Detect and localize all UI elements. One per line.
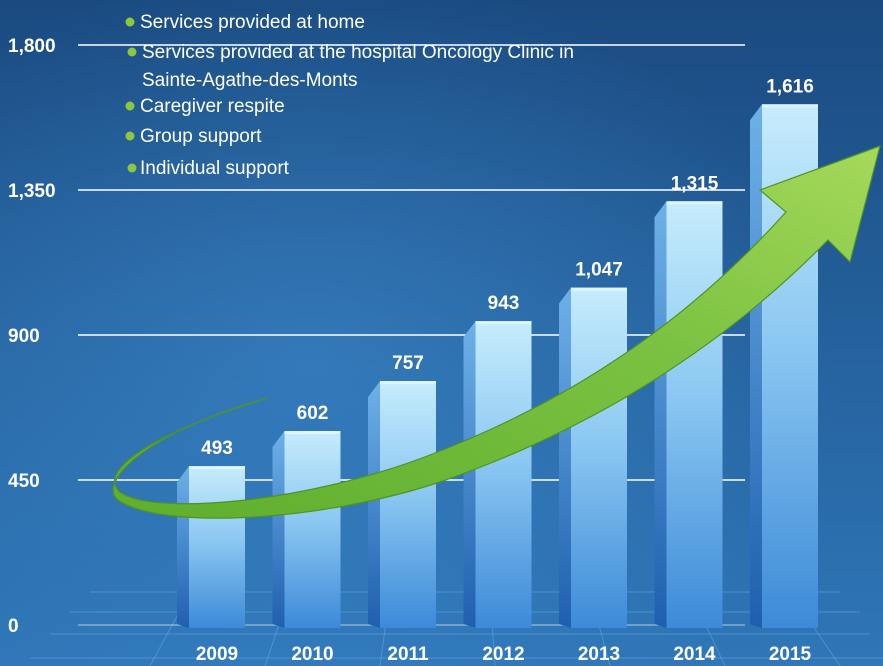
bar-top [762,104,818,108]
x-tick-label: 2011 [387,644,429,665]
legend: Services provided at home Services provi… [125,12,574,179]
legend-bullet [125,131,135,141]
y-tick-label: 1,350 [8,181,56,202]
x-tick-label: 2015 [769,644,812,665]
legend-item-hospital: Services provided at the hospital Oncolo… [127,42,574,91]
x-tick-label: 2009 [196,644,238,665]
bar [189,466,245,628]
legend-label: Caregiver respite [140,96,285,117]
legend-bullet [125,17,135,27]
bar-side [559,287,571,628]
y-tick-label: 900 [8,326,40,347]
bar-side [463,321,476,628]
legend-item-home: Services provided at home [125,12,365,33]
value-label: 493 [201,438,233,459]
value-label: 602 [297,403,329,424]
legend-label: Services provided at the hospital Oncolo… [142,42,574,63]
arrow-body [112,145,881,519]
legend-bullet [127,47,137,57]
x-tick-label: 2014 [673,644,716,665]
legend-bullet [127,163,137,173]
y-axis-ticks: 0 450 900 1,350 1,800 [8,36,56,637]
y-tick-label: 0 [8,616,19,637]
value-label: 757 [392,353,424,374]
value-labels: 493 602 757 943 1,047 1,315 1,616 [201,76,814,459]
bar-top [475,321,532,325]
value-label: 1,616 [766,76,814,97]
y-tick-label: 450 [8,471,40,492]
legend-item-individual: Individual support [127,158,290,179]
x-tick-label: 2012 [482,644,524,665]
bar-side [272,431,285,628]
bar-top [666,201,723,205]
bar [666,201,723,628]
value-label: 1,047 [575,260,623,281]
bars [177,104,818,629]
bar-top [380,381,436,385]
bar-side [750,104,762,629]
legend-item-group: Group support [125,126,262,147]
bar-top [189,466,245,470]
bar [284,431,341,628]
bar-side [177,466,189,628]
bar-side [654,201,667,628]
bar-top [284,431,341,435]
bar-top [571,287,627,291]
x-tick-label: 2013 [578,644,620,665]
legend-item-respite: Caregiver respite [125,96,285,117]
x-tick-label: 2010 [291,644,333,665]
bar [571,287,627,628]
legend-label-continued: Sainte-Agathe-des-Monts [142,70,357,91]
bar [475,321,532,628]
legend-label: Group support [140,126,262,147]
legend-label: Services provided at home [140,12,365,33]
legend-bullet [125,101,135,111]
y-tick-label: 1,800 [8,36,56,57]
bar [380,381,436,628]
legend-label: Individual support [140,158,290,179]
value-label: 943 [488,293,520,314]
growth-arrow [112,145,881,519]
value-label: 1,315 [671,173,719,194]
x-axis-ticks: 2009 2010 2011 2012 2013 2014 2015 [196,644,812,665]
bar-side [368,381,380,628]
